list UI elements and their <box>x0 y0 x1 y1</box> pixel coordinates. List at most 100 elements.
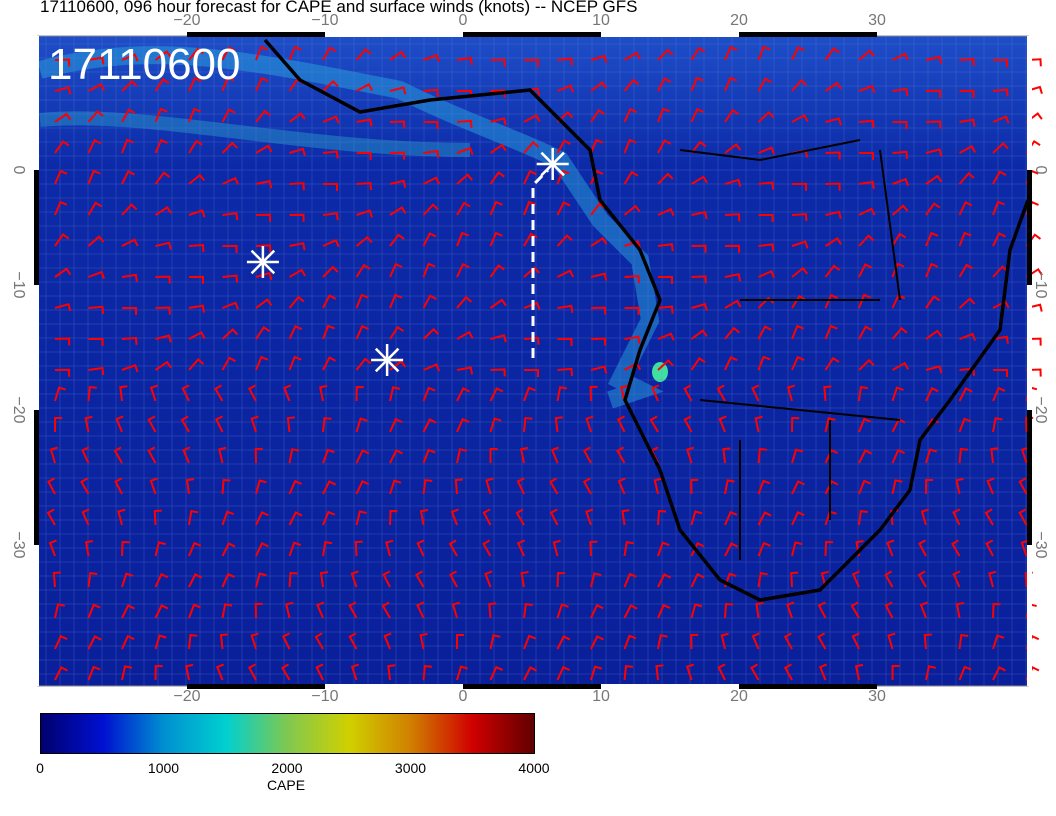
wind-barb <box>557 84 575 93</box>
wind-barb <box>456 448 468 464</box>
wind-barb <box>1018 508 1028 526</box>
wind-barb <box>690 510 703 526</box>
map <box>34 32 1043 689</box>
wind-barb <box>389 386 401 402</box>
wind-barb <box>1020 446 1030 464</box>
wind-barb <box>282 384 292 402</box>
wind-barb <box>951 539 961 557</box>
wind-barb <box>724 244 741 253</box>
colorbar-tick-label: 3000 <box>394 760 427 776</box>
wind-barb <box>992 88 1009 97</box>
wind-barb <box>858 119 875 128</box>
wind-barb <box>389 509 398 526</box>
wind-barb <box>155 275 171 284</box>
wind-barb <box>422 327 440 340</box>
wind-barb <box>623 572 637 588</box>
wind-barb <box>657 332 675 341</box>
wind-barb <box>556 635 571 650</box>
wind-barb <box>52 571 61 588</box>
wind-barb <box>322 238 340 248</box>
wind-barb <box>382 570 391 588</box>
wind-barb <box>355 510 367 526</box>
wind-barb <box>757 296 775 309</box>
wind-barb <box>154 50 172 61</box>
wind-barb <box>755 602 764 619</box>
wind-barb <box>724 542 739 557</box>
wind-barb <box>423 88 440 97</box>
wind-barb <box>992 170 1007 185</box>
wind-barb <box>389 179 407 188</box>
wind-barb <box>589 385 598 402</box>
wind-barb <box>858 180 875 190</box>
wind-barb <box>54 267 72 278</box>
wind-barb <box>84 540 94 557</box>
wind-barb <box>892 361 910 371</box>
wind-barb <box>389 449 403 464</box>
lon-tick-label: −10 <box>311 688 339 705</box>
wind-barb <box>919 601 928 619</box>
wind-barb <box>623 138 637 154</box>
lat-tick-label: −10 <box>10 271 27 299</box>
wind-barb <box>114 477 123 495</box>
wind-barb <box>791 113 809 123</box>
wind-barb <box>690 107 705 123</box>
wind-barb <box>88 82 106 92</box>
wind-barb <box>891 232 907 247</box>
wind-barb <box>121 665 133 681</box>
wind-barb <box>54 58 71 67</box>
wind-barb <box>490 117 507 126</box>
wind-barb <box>389 262 403 278</box>
wind-barb <box>188 603 201 619</box>
wind-barb <box>221 356 236 371</box>
wind-barb <box>54 200 68 216</box>
colorbar-label: CAPE <box>266 777 306 793</box>
wind-barb <box>624 240 641 249</box>
wind-barb <box>355 235 373 247</box>
wind-barb <box>985 539 994 557</box>
wind-barb <box>490 334 507 343</box>
wind-barb <box>389 206 407 216</box>
wind-barb <box>582 446 592 464</box>
wind-barb <box>488 602 497 619</box>
wind-barb <box>155 241 172 250</box>
wind-barb <box>925 386 939 402</box>
wind-barb <box>222 244 238 253</box>
wind-barb <box>255 144 273 154</box>
wind-barb <box>657 243 674 252</box>
wind-barb <box>188 139 203 154</box>
lon-tick-label: 10 <box>592 12 610 29</box>
wind-barb <box>783 663 793 681</box>
wind-barb <box>988 570 997 588</box>
wind-barb <box>87 169 101 185</box>
wind-barb <box>958 231 972 247</box>
wind-barb <box>319 384 328 402</box>
wind-barb <box>121 170 135 185</box>
wind-barb <box>255 479 267 495</box>
wind-barb <box>786 601 795 619</box>
wind-barb <box>255 271 273 281</box>
wind-barb <box>623 78 640 92</box>
wind-barb <box>121 108 136 123</box>
wind-barb <box>87 109 104 123</box>
wind-barb <box>959 332 977 341</box>
wind-barb <box>88 305 105 314</box>
wind-barb <box>990 447 999 464</box>
wind-barb <box>958 297 976 309</box>
wind-barb <box>959 58 975 67</box>
wind-barb <box>891 448 906 464</box>
wind-barb <box>724 108 740 123</box>
wind-barb <box>221 510 235 526</box>
wind-barb <box>147 446 157 464</box>
wind-barb <box>356 82 374 92</box>
wind-barb <box>54 303 72 312</box>
lat-tick-label: −30 <box>10 531 27 559</box>
wind-barb <box>820 570 829 588</box>
wind-barb <box>791 240 809 249</box>
wind-barb <box>322 294 337 309</box>
wind-barb <box>590 272 608 281</box>
wind-barb <box>356 182 372 191</box>
wind-barb <box>485 477 494 495</box>
wind-barb <box>422 386 436 402</box>
wind-barb <box>147 415 157 433</box>
wind-barb <box>456 201 471 216</box>
